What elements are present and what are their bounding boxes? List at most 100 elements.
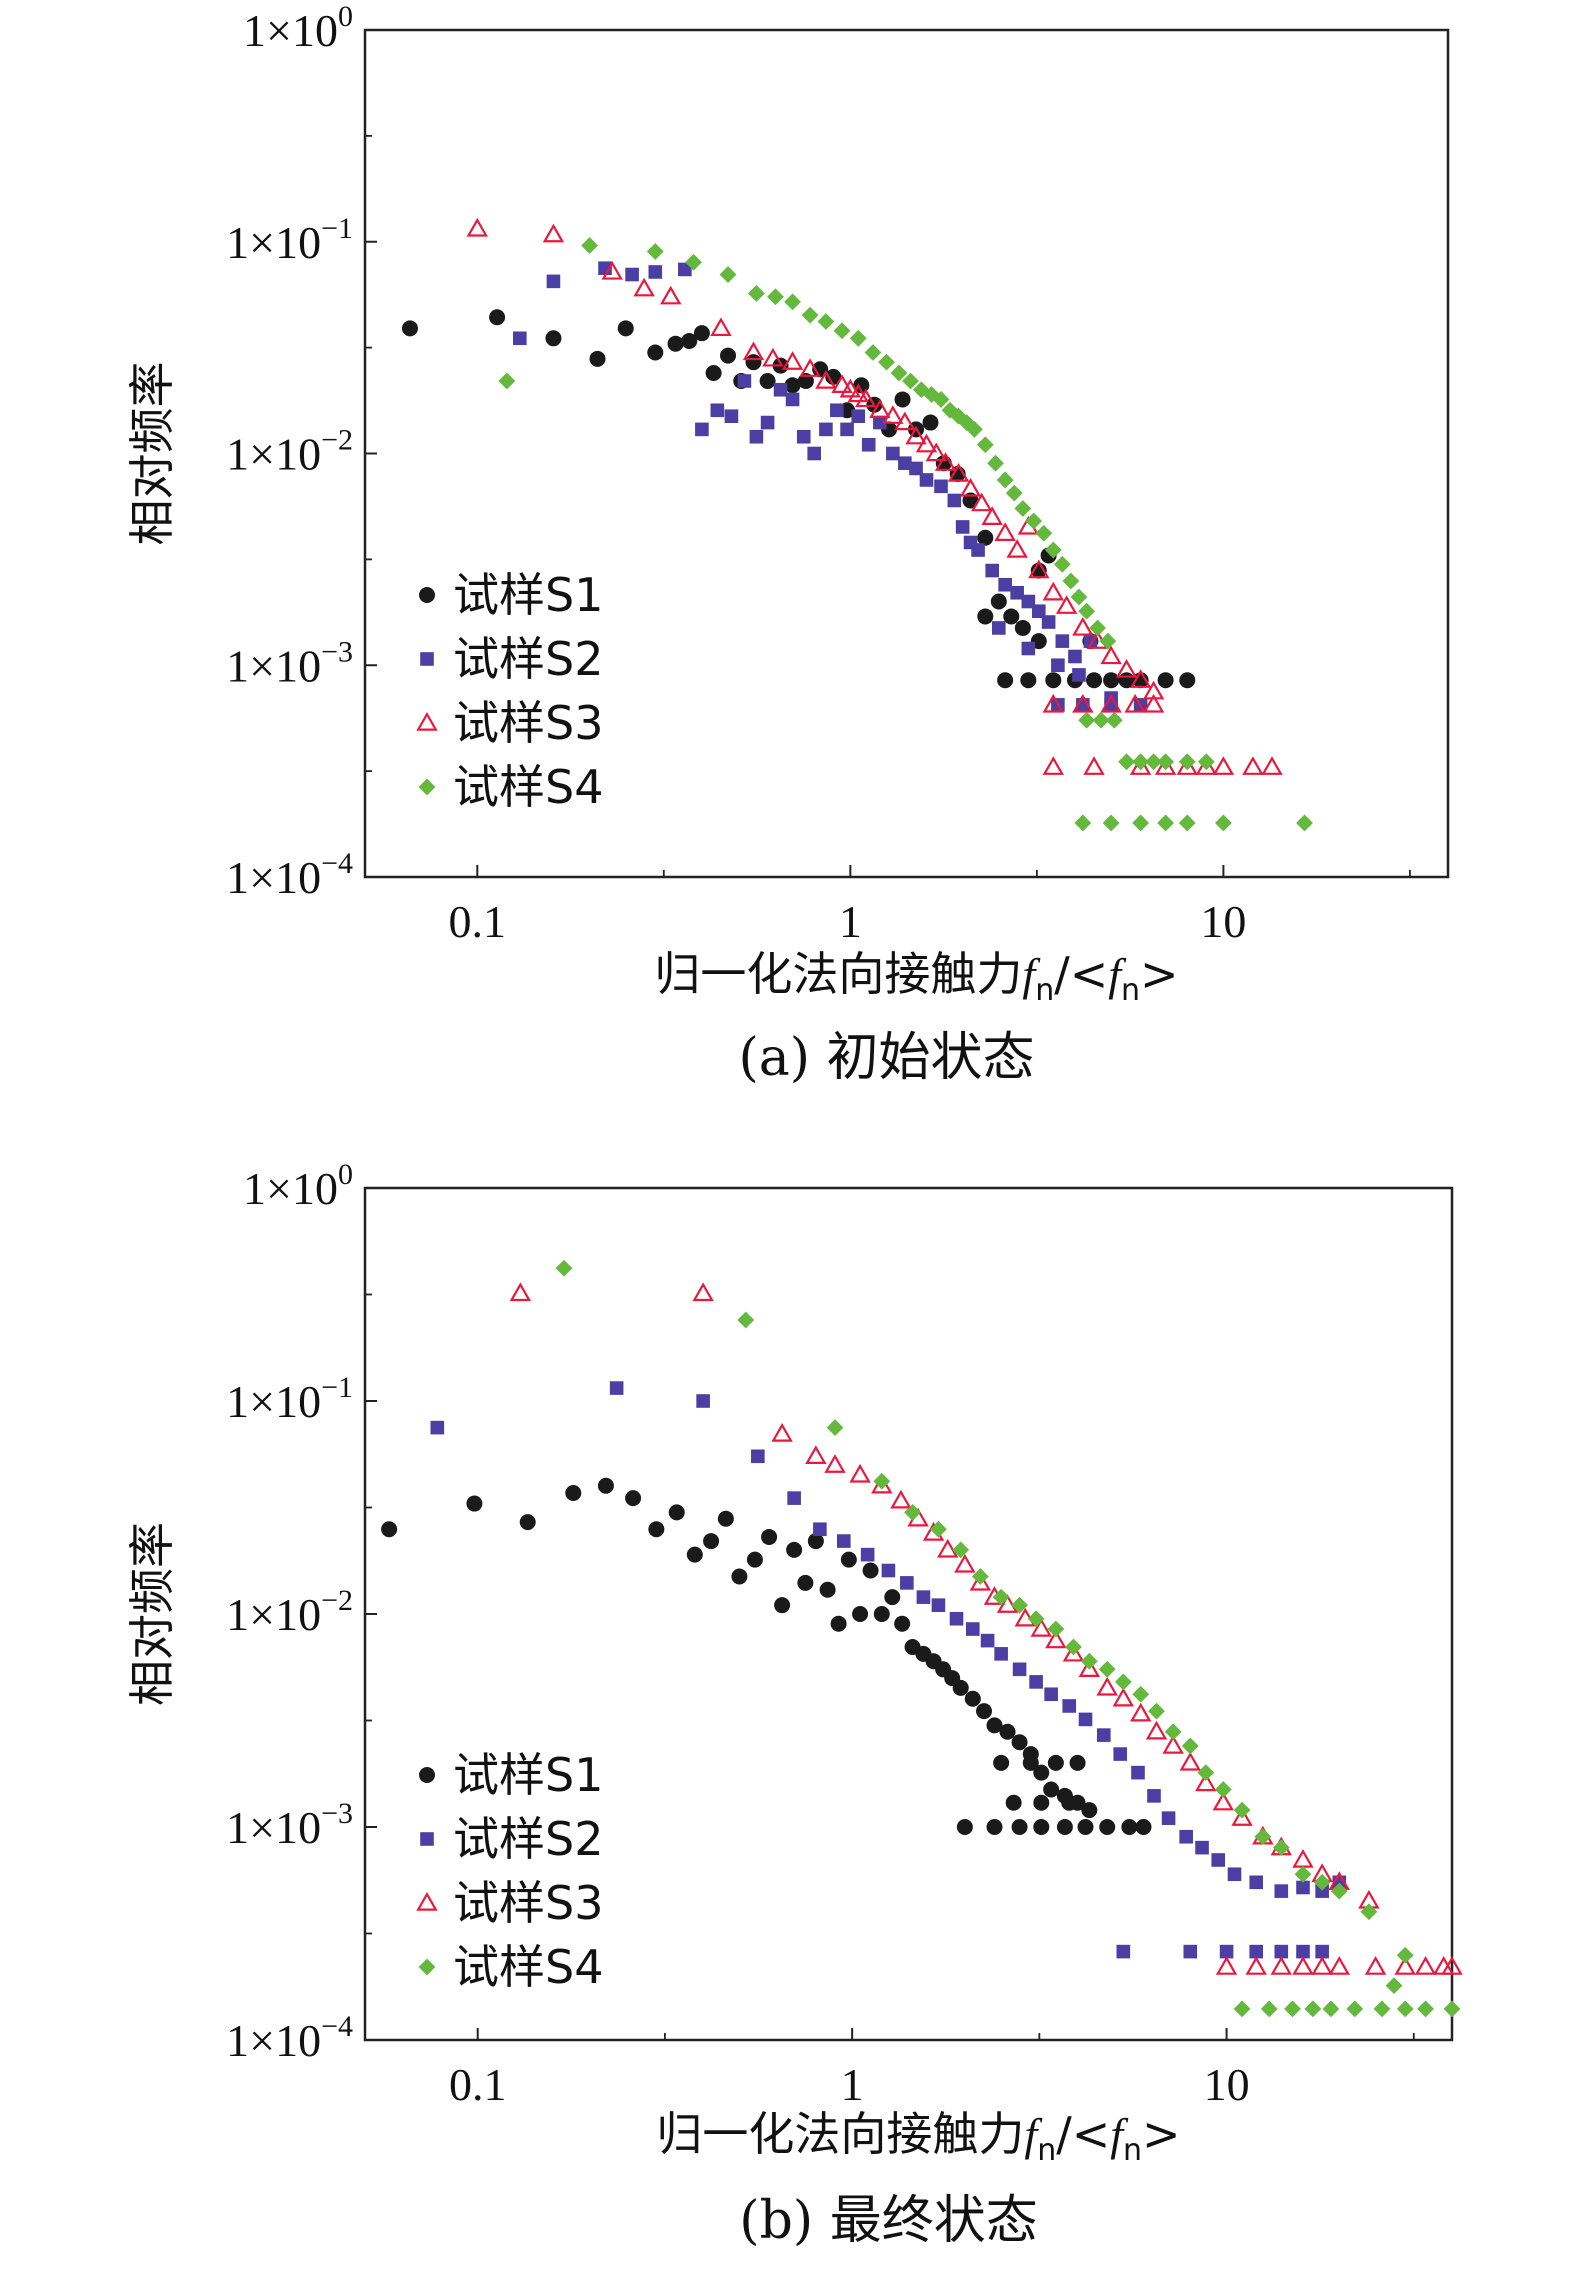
legend-marker-s3 [416,711,438,731]
data-point-s3 [1441,1956,1463,1975]
data-point-s4 [1313,1873,1331,1891]
data-point-s1 [986,1717,1003,1734]
y-tick-label: 1×10−2 [226,424,353,480]
data-point-s2 [1183,1944,1198,1959]
data-point-s1 [1047,1754,1064,1771]
data-point-s4 [1035,524,1053,542]
y-tick-label: 1×100 [243,1158,353,1214]
data-point-s2 [1021,641,1036,656]
data-point-s2 [1062,1699,1077,1713]
data-point-s2 [980,1633,995,1648]
data-point-s2 [931,1598,946,1612]
data-point-s1 [1103,672,1120,689]
data-point-s2 [1096,1728,1111,1742]
data-point-s3 [1078,1658,1101,1678]
data-point-s2 [1072,668,1086,682]
data-point-s1 [1033,1794,1050,1811]
data-point-s3 [815,369,837,389]
data-point-s4 [1132,753,1150,771]
data-point-s1 [977,608,994,625]
data-point-s1 [667,335,684,352]
data-point-s2 [965,1622,980,1636]
data-point-s1 [686,1546,703,1563]
data-point-s4 [1025,512,1043,530]
data-point-s3 [1045,1629,1067,1649]
legend-label-s3: 试样S3 [453,696,603,750]
data-point-s4 [685,253,702,271]
data-point-s1 [894,391,911,408]
data-point-s4 [864,344,882,361]
data-point-s2 [840,422,854,437]
data-point-s3 [1231,1807,1253,1826]
data-point-s2 [813,1522,827,1537]
legend-label-s2: 试样S2 [453,1812,603,1866]
data-point-s1 [648,1521,665,1538]
data-point-s2 [1031,604,1046,618]
data-point-s4 [1074,814,1092,832]
y-tick-label: 1×10−3 [226,1797,353,1853]
data-point-s2 [796,429,811,444]
data-point-s4 [1053,555,1071,573]
x-tick-label: 1 [839,896,862,947]
data-point-s2 [830,403,844,418]
data-point-s2 [1116,1944,1131,1959]
data-point-s3 [1130,1702,1152,1722]
data-point-s3 [847,383,869,403]
data-point-s4 [1114,1673,1132,1691]
data-point-s2 [695,422,709,437]
legend: 试样S1 试样S2 试样S3 试样S4 [416,1748,603,1994]
data-point-s4 [1443,2000,1461,2018]
data-point-s2 [724,409,739,424]
data-point-s1 [1056,1819,1073,1835]
data-point-s2 [916,1590,931,1604]
data-point-s3 [824,1454,846,1473]
data-point-s3 [1006,539,1028,558]
data-point-s4 [833,322,851,340]
data-point-s1 [668,1504,685,1521]
data-point-s4 [1132,814,1150,832]
data-point-s4 [1396,2000,1414,2018]
data-point-s1 [703,1533,720,1550]
legend-label-s1: 试样S1 [453,568,603,622]
data-point-s1 [745,354,762,371]
legend-label-s3: 试样S3 [453,1876,603,1930]
data-point-s2 [873,415,887,430]
data-point-s3 [742,341,765,361]
data-point-s4 [1322,2000,1340,2018]
data-point-s1 [1005,1794,1022,1811]
data-point-s3 [710,317,732,337]
data-point-s3 [692,1282,714,1302]
data-point-s1 [1003,608,1020,625]
data-point-s4 [902,372,919,390]
data-point-s1 [1033,1764,1050,1781]
data-point-s3 [915,433,938,453]
data-point-s3 [1112,1687,1135,1707]
data-point-s2 [1296,1880,1310,1895]
data-point-s3 [882,405,904,424]
series-s4 [498,237,1313,832]
x-tick-label: 10 [1204,2059,1250,2110]
data-point-s4 [1092,711,1110,729]
data-point-s4 [1396,1946,1414,1964]
data-point-s2 [947,493,962,508]
data-point-s1 [705,364,722,381]
data-point-s4 [767,288,784,306]
data-point-s4 [1132,1685,1150,1703]
data-point-s3 [1212,1791,1234,1811]
data-point-s3 [1162,1734,1184,1754]
data-point-s3 [1195,756,1218,775]
data-point-s2 [678,262,692,277]
series-s3 [466,217,1283,775]
data-point-s3 [1292,1848,1314,1868]
data-point-s4 [987,454,1004,472]
data-point-s1 [997,672,1014,689]
data-point-s4 [784,293,801,311]
data-point-s2 [998,577,1012,592]
data-point-s3 [1124,693,1146,713]
data-point-s3 [937,1538,959,1558]
data-point-s2 [1021,594,1036,609]
data-point-s1 [381,1521,398,1538]
data-point-s1 [466,1495,483,1512]
data-point-s3 [969,1571,992,1591]
data-point-s1 [731,1568,748,1585]
